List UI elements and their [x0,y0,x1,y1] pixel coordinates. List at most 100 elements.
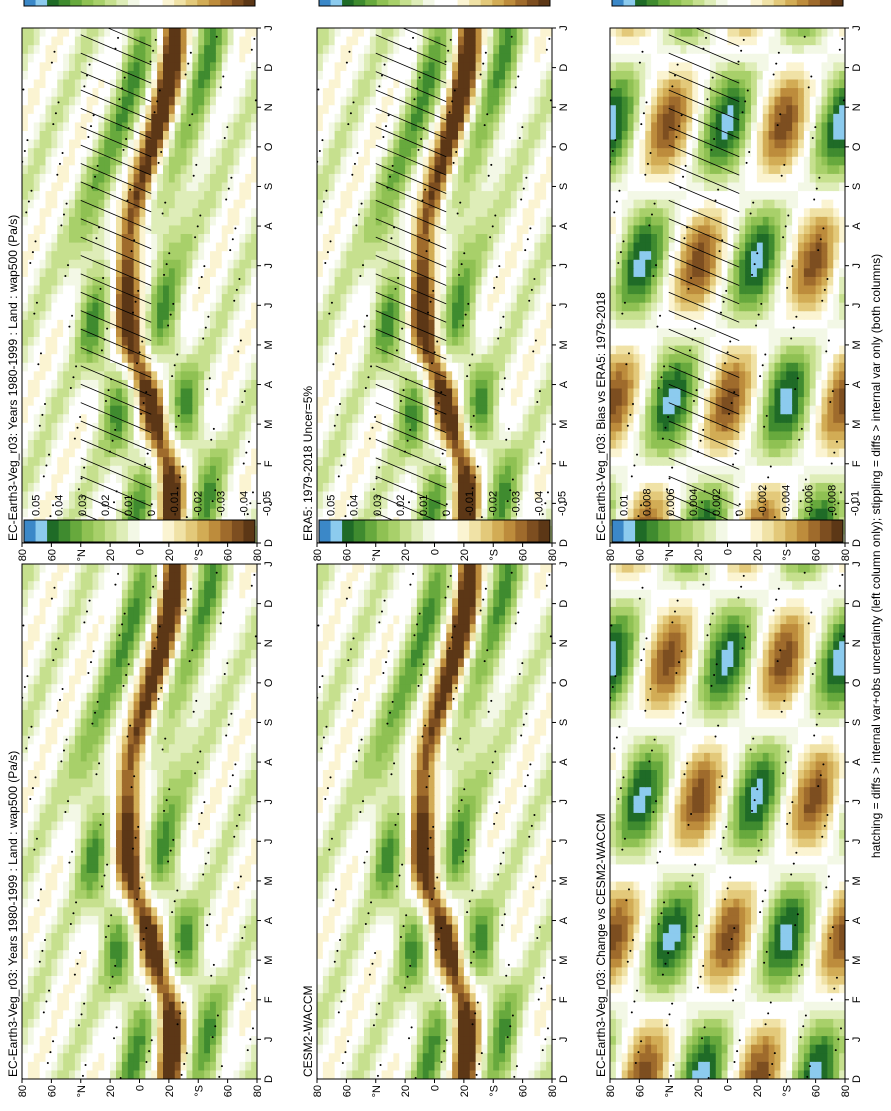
heat-cell [57,447,64,458]
heat-cell [110,674,117,685]
heat-cell [98,319,105,329]
heat-cell [45,224,52,234]
heat-cell [251,726,257,736]
heat-cell [245,499,252,509]
heat-cell [180,422,188,432]
heat-cell [245,387,252,398]
heat-cell [86,379,94,389]
heat-cell [163,760,170,770]
heat-cell [127,439,135,449]
heat-cell [168,104,176,114]
heat-cell [174,735,182,745]
heat-cell [92,482,99,492]
heat-cell [133,70,141,80]
heat-cell [210,589,217,599]
heat-cell [145,1009,152,1019]
heat-cell [69,130,76,140]
heat-cell [145,1069,152,1079]
heat-cell [69,61,76,71]
heat-cell [251,113,257,123]
heat-cell [22,795,29,805]
heat-cell [245,975,252,985]
heat-cell [110,61,117,71]
heat-cell [69,379,76,389]
heat-cell [33,777,41,788]
heat-cell [69,87,76,97]
heat-cell [198,863,205,873]
heat-cell [39,456,47,466]
heat-cell [98,173,105,183]
heat-cell [69,430,76,440]
heat-cell [157,838,164,848]
heat-cell [210,164,217,174]
heat-cell [63,958,70,968]
heat-cell [22,319,29,329]
stipple-dot [227,187,230,190]
heat-cell [80,482,88,492]
heat-cell [27,1001,35,1011]
heat-cell [45,880,52,891]
heat-cell [204,597,211,607]
heat-cell [127,78,135,89]
heat-cell [221,490,229,501]
heat-cell [116,726,123,736]
heat-cell [227,966,235,976]
heat-cell [198,44,205,54]
heat-cell [86,430,94,440]
heat-cell [245,53,252,63]
heat-cell [57,53,64,63]
heat-cell [133,898,141,908]
heat-cell [204,1044,211,1054]
heat-cell [80,405,88,415]
heat-cell [210,370,217,380]
heat-cell [80,276,88,286]
heat-cell [215,1044,223,1054]
heat-cell [86,53,94,63]
heat-cell [174,1009,182,1019]
heat-cell [104,147,111,157]
heat-cell [174,1061,182,1071]
heat-cell [133,941,141,951]
heat-cell [227,1044,235,1054]
heat-cell [204,447,211,458]
heat-cell [251,1044,257,1054]
heat-cell [57,293,64,303]
heat-cell [98,709,105,719]
heat-cell [210,915,217,925]
heat-cell [33,259,41,269]
heat-cell [210,726,217,736]
heat-cell [192,589,199,599]
heat-cell [251,396,257,406]
heat-cell [221,327,229,337]
heat-cell [204,709,211,719]
heat-cell [86,370,94,380]
month-label: D [263,64,275,72]
heat-cell [186,327,193,337]
heat-cell [116,344,123,355]
heat-cell [51,199,58,209]
heat-cell [63,241,70,252]
heat-cell [245,353,252,363]
heat-cell [245,898,252,908]
heat-cell [180,838,188,848]
heat-cell [145,683,152,693]
heat-cell [104,717,111,728]
heat-cell [215,812,223,822]
heat-cell [174,499,182,509]
heat-cell [174,87,182,97]
heat-cell [157,353,164,363]
heat-cell [110,164,117,174]
heat-cell [27,78,35,89]
heat-cell [180,430,188,440]
heat-cell [151,606,158,616]
heat-cell [192,344,199,355]
heat-cell [80,499,88,509]
heat-cell [186,310,193,320]
heat-cell [215,78,223,89]
heat-cell [204,96,211,106]
heat-cell [192,241,199,252]
heat-cell [133,923,141,934]
heat-cell [251,932,257,942]
heat-cell [45,1052,52,1062]
heat-cell [39,250,47,260]
